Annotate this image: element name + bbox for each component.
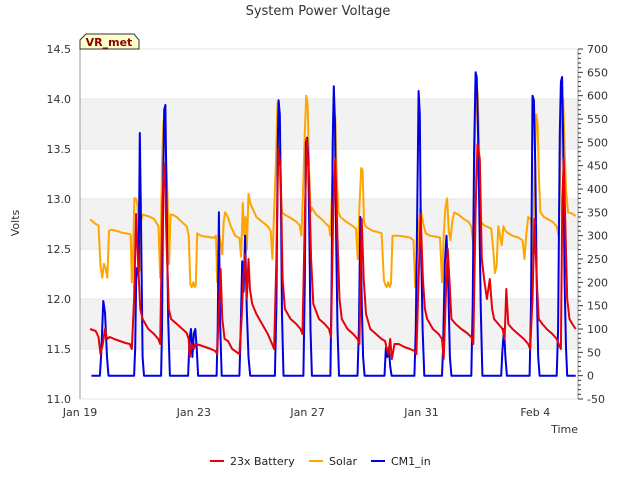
vr-met-badge: VR_met: [79, 33, 140, 50]
left-tick-label: 14.5: [47, 43, 72, 56]
legend-label: CM1_in: [391, 455, 431, 468]
right-tick-label: 200: [587, 276, 608, 289]
background-bands: [80, 99, 578, 349]
series-solar: [89, 78, 577, 288]
chart-title: System Power Voltage: [246, 4, 391, 19]
legend-label: Solar: [329, 455, 358, 468]
right-tick-label: 100: [587, 323, 608, 336]
x-axis-ticks: Jan 19 Jan 23 Jan 27 Jan 31 Feb 4: [62, 406, 551, 419]
right-tick-label: 0: [587, 370, 594, 383]
y-axis-label: Volts: [9, 209, 22, 236]
axes: [79, 49, 579, 399]
x-tick-label: Jan 27: [289, 406, 324, 419]
right-tick-label: 700: [587, 43, 608, 56]
left-tick-label: 13.5: [47, 143, 72, 156]
right-tick-label: 400: [587, 183, 608, 196]
left-tick-label: 11.0: [47, 393, 72, 406]
x-tick-label: Jan 31: [403, 406, 438, 419]
legend-label: 23x Battery: [230, 455, 295, 468]
badge-box: [79, 33, 140, 50]
left-tick-label: 12.0: [47, 293, 72, 306]
series-layer: [89, 71, 577, 377]
right-axis-ticks: -50 0 50 100 150 200 250 300 350 400 450 500 550 600 6…: [578, 43, 608, 406]
right-tick-label: 600: [587, 90, 608, 103]
background-band: [80, 199, 578, 249]
left-axis-ticks: 11.0 11.5 12.0 12.5 13.0 13.5 14.0 14.5: [47, 43, 72, 406]
right-tick-label: 50: [587, 346, 601, 359]
badge-text: VR_met: [86, 36, 133, 49]
x-tick-label: Jan 19: [62, 406, 97, 419]
right-tick-label: 300: [587, 230, 608, 243]
x-axis-label: Time: [550, 423, 578, 436]
left-tick-label: 11.5: [47, 343, 72, 356]
right-tick-label: -50: [587, 393, 605, 406]
background-band: [80, 99, 578, 149]
right-tick-label: 500: [587, 136, 608, 149]
right-tick-label: 650: [587, 66, 608, 79]
x-tick-label: Feb 4: [520, 406, 550, 419]
right-tick-label: 350: [587, 206, 608, 219]
right-tick-label: 250: [587, 253, 608, 266]
legend: 23x Battery Solar CM1_in: [210, 455, 431, 468]
left-tick-label: 13.0: [47, 193, 72, 206]
x-tick-label: Jan 23: [176, 406, 211, 419]
right-tick-label: 450: [587, 160, 608, 173]
left-tick-label: 12.5: [47, 243, 72, 256]
left-tick-label: 14.0: [47, 93, 72, 106]
right-tick-label: 150: [587, 300, 608, 313]
right-tick-label: 550: [587, 113, 608, 126]
series-23x-battery: [89, 138, 577, 360]
